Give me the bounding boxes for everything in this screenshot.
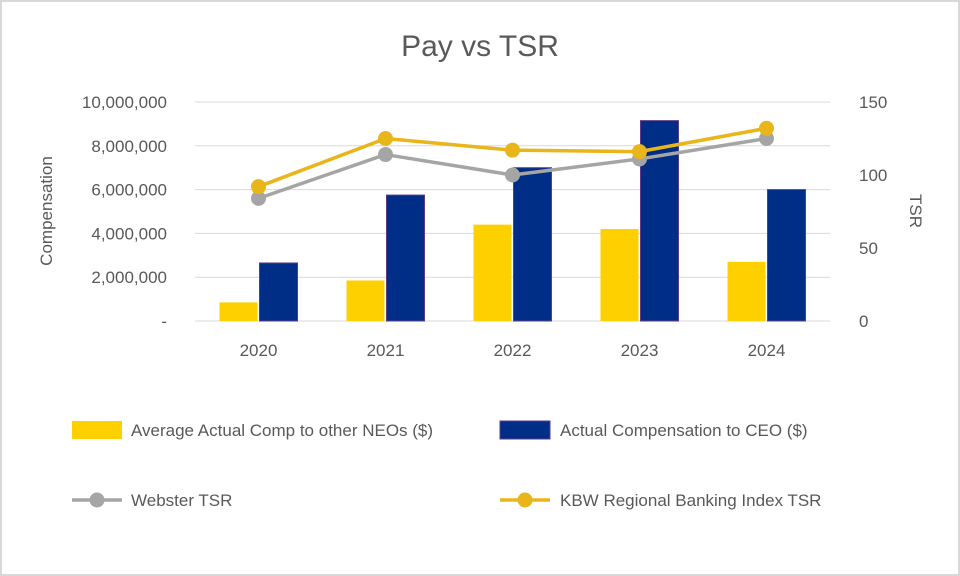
bar-ceo-2021: [386, 194, 425, 322]
point-webster-tsr-2021: [378, 147, 393, 163]
bar-neo-2021: [346, 280, 385, 321]
legend-label: Actual Compensation to CEO ($): [560, 421, 808, 440]
legend-swatch: [72, 421, 122, 439]
point-webster-tsr-2022: [505, 167, 520, 183]
lines: [251, 120, 774, 206]
x-tick-label: 2024: [748, 341, 786, 360]
point-kbw-tsr-2024: [759, 120, 774, 136]
y2-tick-label: 150: [859, 93, 887, 112]
x-axis-ticks: 2020 2021 2022 2023 2024: [240, 341, 786, 360]
y2-tick-label: 0: [859, 312, 868, 331]
bar-ceo-2022: [513, 167, 552, 322]
point-kbw-tsr-2022: [505, 142, 520, 158]
bar-ceo-2020: [259, 262, 298, 322]
point-webster-tsr-2020: [251, 190, 266, 206]
bar-neo-2022: [473, 224, 512, 321]
x-tick-label: 2023: [621, 341, 659, 360]
y-axis-ticks: - 2,000,000 4,000,000 6,000,000 8,000,000 10,…: [82, 93, 167, 331]
y-tick-label: 10,000,000: [82, 93, 167, 112]
bar-neo-2024: [727, 261, 766, 321]
bar-neo-2020: [219, 302, 258, 321]
x-tick-label: 2020: [240, 341, 278, 360]
point-kbw-tsr-2021: [378, 131, 393, 146]
y2-axis-title: TSR: [906, 194, 925, 228]
legend-marker: [517, 492, 533, 508]
chart-title: Pay vs TSR: [401, 30, 559, 63]
y-tick-label: 2,000,000: [91, 268, 167, 287]
y2-tick-label: 50: [859, 239, 878, 258]
bars: [219, 120, 806, 322]
y2-axis-ticks: 0 50 100 150: [859, 93, 887, 331]
legend-label: Average Actual Comp to other NEOs ($): [131, 421, 433, 440]
legend-label: Webster TSR: [131, 491, 232, 510]
y-tick-label: 8,000,000: [91, 137, 167, 156]
point-kbw-tsr-2023: [632, 144, 647, 160]
y-tick-label: -: [161, 312, 167, 331]
point-kbw-tsr-2020: [251, 179, 266, 195]
legend-label: KBW Regional Banking Index TSR: [560, 491, 821, 510]
bar-ceo-2024: [767, 189, 806, 322]
bar-neo-2023: [600, 229, 639, 321]
legend-swatch: [499, 420, 551, 440]
x-tick-label: 2021: [367, 341, 405, 360]
y-axis-title: Compensation: [37, 156, 56, 266]
x-tick-label: 2022: [494, 341, 532, 360]
y-tick-label: 6,000,000: [91, 181, 167, 200]
legend-marker: [89, 492, 105, 508]
legend: Average Actual Comp to other NEOs ($) Act…: [72, 420, 821, 510]
y2-tick-label: 100: [859, 166, 887, 185]
y-tick-label: 4,000,000: [91, 224, 167, 243]
